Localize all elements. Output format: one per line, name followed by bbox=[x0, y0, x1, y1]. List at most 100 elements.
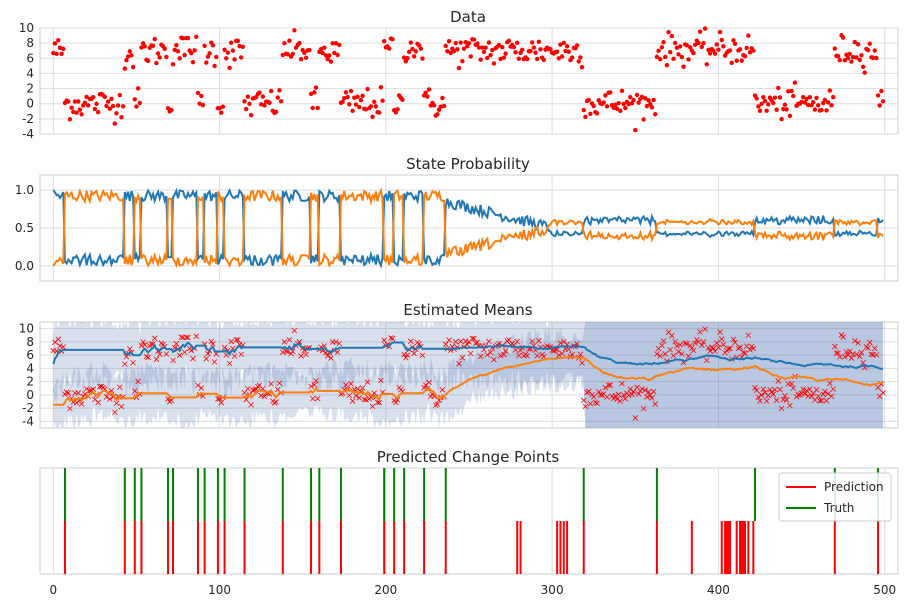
data-cross bbox=[117, 384, 123, 391]
data-point bbox=[172, 47, 177, 52]
data-point bbox=[458, 40, 463, 45]
data-point bbox=[812, 107, 818, 112]
data-point bbox=[706, 47, 711, 53]
data-point bbox=[142, 44, 147, 49]
data-point bbox=[781, 106, 786, 112]
data-cross bbox=[773, 397, 780, 403]
y-tick-label: 2 bbox=[26, 82, 34, 96]
y-tick-label: 8 bbox=[26, 335, 34, 349]
data-cross bbox=[279, 349, 286, 356]
y-tick-label: -4 bbox=[22, 414, 34, 428]
data-point bbox=[707, 51, 713, 56]
y-tick-label: 2 bbox=[26, 375, 34, 389]
data-point bbox=[455, 47, 460, 52]
data-point bbox=[95, 110, 101, 115]
data-point bbox=[791, 93, 796, 99]
data-cross bbox=[660, 338, 667, 344]
y-tick-label: 6 bbox=[26, 348, 34, 362]
data-cross bbox=[866, 339, 873, 346]
data-point bbox=[145, 58, 151, 64]
data-point bbox=[548, 47, 553, 52]
data-point bbox=[461, 46, 467, 51]
data-point bbox=[245, 94, 251, 99]
data-cross bbox=[472, 340, 479, 347]
data-point bbox=[51, 50, 56, 56]
data-point bbox=[480, 45, 485, 50]
data-point bbox=[574, 43, 580, 48]
data-point bbox=[536, 39, 542, 44]
data-point bbox=[325, 56, 330, 62]
data-cross bbox=[389, 335, 396, 342]
data-cross bbox=[55, 336, 62, 343]
data-point bbox=[854, 55, 859, 60]
data-cross bbox=[629, 391, 635, 398]
data-point bbox=[132, 97, 137, 102]
data-cross bbox=[614, 396, 620, 402]
data-point bbox=[152, 36, 157, 42]
data-point bbox=[219, 110, 224, 115]
data-point bbox=[162, 46, 167, 52]
data-cross bbox=[642, 387, 649, 393]
y-tick-label: -2 bbox=[22, 112, 34, 126]
data-cross bbox=[123, 353, 130, 360]
data-cross bbox=[589, 391, 595, 398]
data-point bbox=[177, 56, 182, 61]
data-point bbox=[86, 103, 91, 108]
data-point bbox=[564, 44, 570, 49]
data-point bbox=[130, 64, 136, 70]
data-points bbox=[51, 26, 886, 133]
mean-line-state-1 bbox=[52, 341, 884, 370]
data-cross bbox=[268, 381, 274, 387]
y-tick-label: 10 bbox=[19, 322, 34, 336]
data-cross bbox=[90, 386, 96, 392]
data-point bbox=[204, 60, 209, 65]
data-point bbox=[681, 64, 686, 69]
data-point bbox=[822, 97, 828, 103]
data-cross bbox=[469, 335, 476, 342]
data-point bbox=[92, 106, 98, 112]
data-cross bbox=[459, 354, 466, 361]
data-cross bbox=[457, 338, 464, 345]
data-point bbox=[220, 104, 226, 109]
data-point bbox=[491, 61, 497, 66]
data-point bbox=[320, 50, 325, 56]
data-cross bbox=[602, 384, 609, 391]
data-point bbox=[762, 98, 768, 104]
data-point bbox=[802, 100, 808, 105]
data-point bbox=[446, 39, 452, 44]
data-point bbox=[661, 39, 666, 45]
data-cross bbox=[404, 352, 411, 358]
data-cross bbox=[346, 392, 353, 399]
data-point bbox=[199, 93, 204, 99]
data-point bbox=[238, 55, 244, 60]
data-cross bbox=[644, 394, 650, 400]
data-point bbox=[232, 57, 237, 62]
data-point bbox=[648, 101, 653, 107]
x-tick-label: 0 bbox=[49, 583, 57, 597]
data-point bbox=[463, 40, 468, 45]
data-point bbox=[69, 105, 74, 110]
data-cross bbox=[363, 397, 369, 403]
data-cross bbox=[178, 334, 185, 340]
data-point bbox=[227, 65, 232, 71]
data-point bbox=[806, 102, 811, 108]
data-point bbox=[94, 101, 99, 107]
data-point bbox=[520, 47, 525, 52]
data-point bbox=[277, 88, 282, 93]
data-point bbox=[202, 43, 207, 49]
data-point bbox=[247, 101, 252, 107]
data-cross bbox=[822, 388, 828, 395]
data-cross bbox=[579, 360, 585, 366]
data-cross bbox=[536, 337, 542, 344]
data-point bbox=[849, 59, 854, 64]
data-point bbox=[287, 38, 292, 43]
data-point bbox=[623, 105, 628, 111]
data-point bbox=[478, 57, 483, 62]
legend-label-truth: Truth bbox=[823, 501, 854, 515]
data-cross bbox=[183, 334, 190, 341]
data-point bbox=[872, 48, 877, 53]
data-cross bbox=[348, 381, 354, 387]
data-point bbox=[824, 108, 829, 113]
data-point bbox=[134, 104, 139, 109]
data-point bbox=[654, 54, 660, 60]
